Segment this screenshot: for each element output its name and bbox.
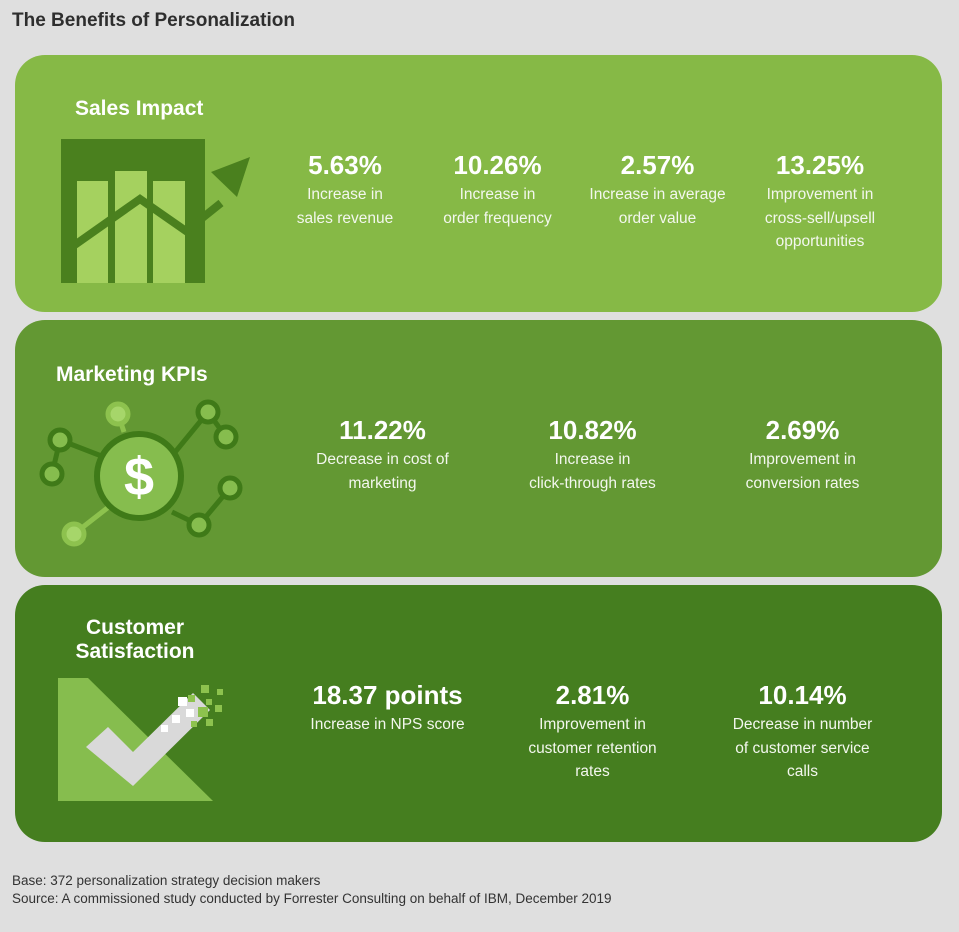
stat-item: 11.22% Decrease in cost of marketing [316, 415, 449, 492]
base-note: Base: 372 personalization strategy decis… [12, 873, 321, 888]
section-title: Sales Impact [75, 97, 204, 120]
bar-chart-arrow-icon [61, 139, 250, 283]
stat-item: 13.25% Improvement in cross-sell/upsell op… [764, 150, 876, 250]
stat-item: 10.14% Decrease in number of customer ser… [732, 680, 873, 780]
page-title: The Benefits of Personalization [12, 10, 295, 31]
sales-impact-panel: Sales Impact 5.63% Increase in sales reve… [15, 55, 942, 312]
stat-item: 2.81% Improvement in customer retention ra… [528, 680, 657, 780]
stat-item: 10.26% Increase in order frequency [443, 150, 552, 227]
customer-satisfaction-panel: Customer Satisfaction 18.37 points Increa… [15, 585, 942, 842]
svg-text:$: $ [124, 447, 154, 507]
stat-item: 5.63% Increase in sales revenue [296, 150, 394, 227]
section-title: Customer Satisfaction [75, 616, 195, 663]
stat-item: 10.82% Increase in click-through rates [529, 415, 656, 492]
dollar-network-icon: $ [39, 399, 243, 547]
stat-item: 18.37 points Increase in NPS score [310, 680, 465, 733]
checkmark-icon [58, 678, 223, 801]
source-note: Source: A commissioned study conducted b… [12, 891, 612, 906]
section-title: Marketing KPIs [56, 363, 208, 386]
stat-item: 2.57% Increase in average order value [589, 150, 726, 227]
marketing-kpis-panel: Marketing KPIs $ 11.22% [15, 320, 942, 577]
stat-item: 2.69% Improvement in conversion rates [745, 415, 860, 492]
footer-notes: Base: 372 personalization strategy decis… [12, 872, 612, 908]
